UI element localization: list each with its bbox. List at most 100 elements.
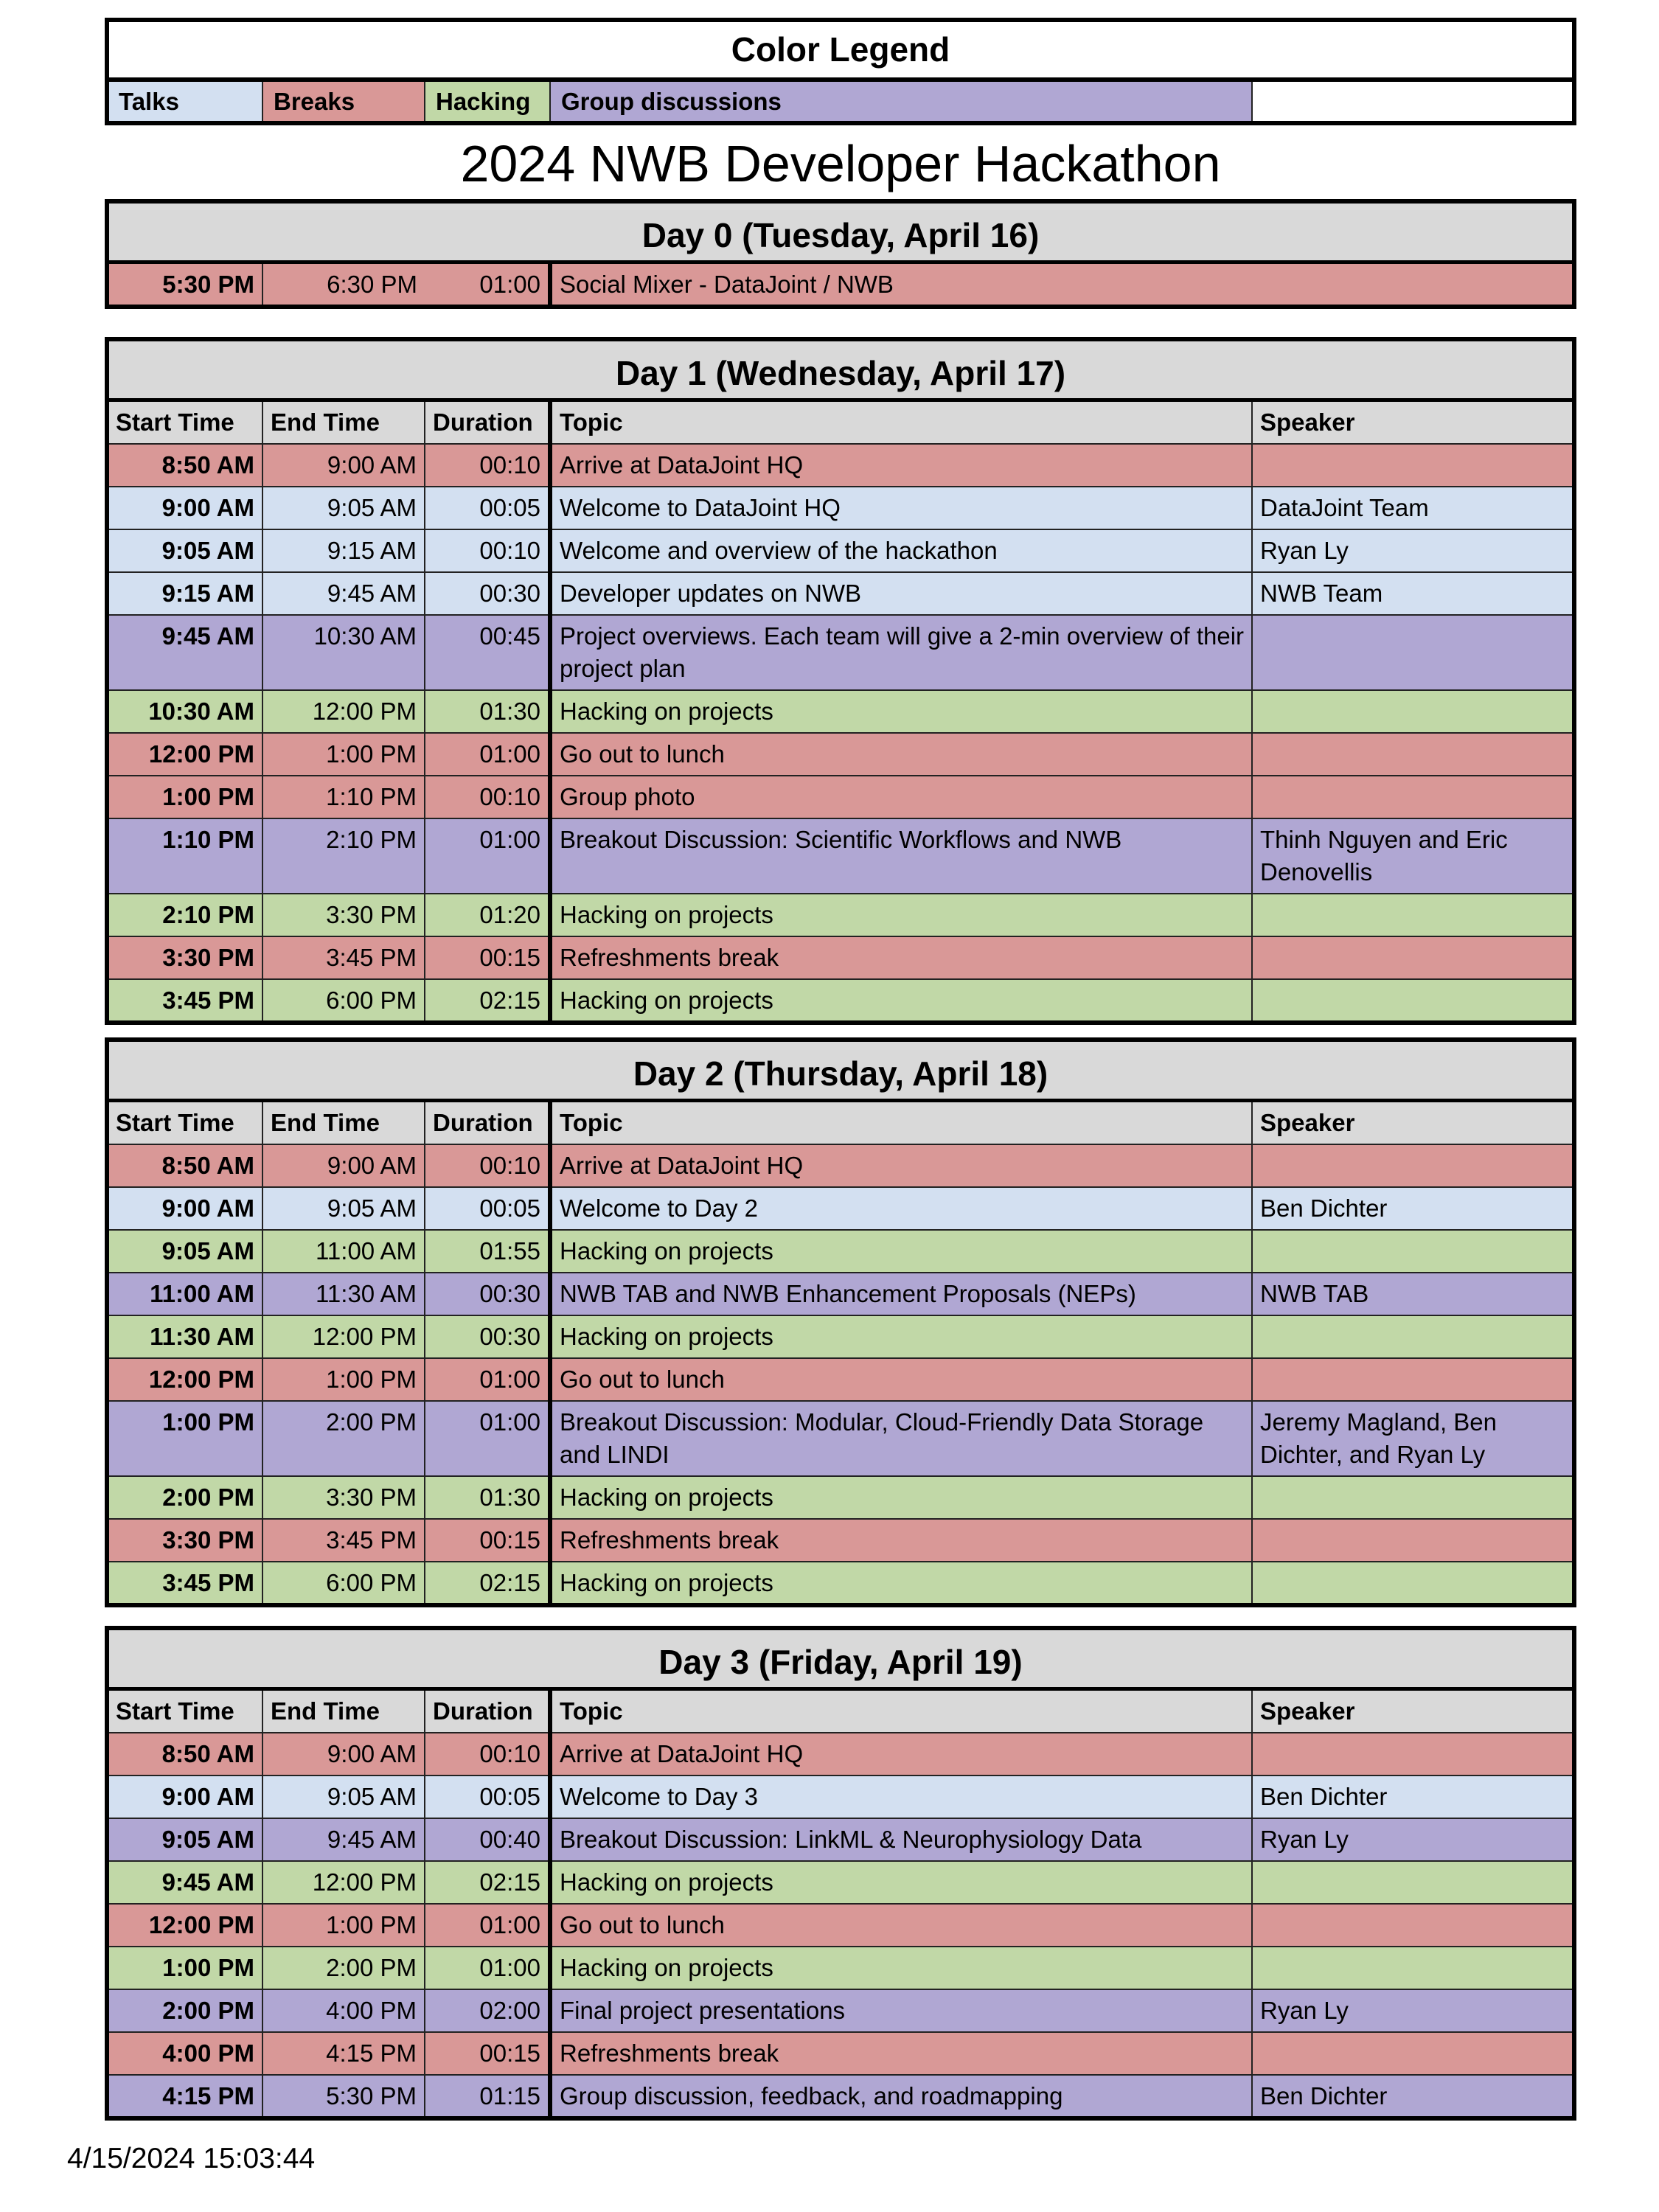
topic: Hacking on projects — [549, 1315, 1253, 1359]
start-time: 1:00 PM — [107, 775, 263, 819]
day-title: Day 2 (Thursday, April 18) — [106, 1040, 1575, 1102]
day-title: Day 1 (Wednesday, April 17) — [106, 339, 1575, 402]
end-time: 1:00 PM — [262, 1357, 425, 1402]
speaker: Ben Dichter — [1251, 1186, 1575, 1231]
schedule-row: 10:30 AM 12:00 PM 01:30 Hacking on projects — [107, 689, 1575, 734]
start-time: 2:00 PM — [107, 1989, 263, 2033]
duration: 01:00 — [425, 261, 552, 307]
start-time: 9:15 AM — [107, 571, 263, 616]
column-header: Speaker — [1251, 399, 1575, 445]
end-time: 4:15 PM — [262, 2031, 425, 2076]
legend-breaks: Breaks — [262, 79, 425, 123]
end-time: 1:00 PM — [262, 732, 425, 776]
duration: 00:05 — [424, 1186, 552, 1231]
start-time: 9:00 AM — [107, 486, 263, 530]
topic: Hacking on projects — [549, 1946, 1253, 1990]
start-time: 11:00 AM — [107, 1272, 263, 1316]
speaker: Ryan Ly — [1251, 1989, 1574, 2033]
duration: 00:05 — [424, 1775, 552, 1819]
legend-empty — [1251, 79, 1575, 123]
duration: 01:00 — [424, 1946, 552, 1990]
end-time: 6:00 PM — [262, 978, 425, 1023]
topic: Final project presentations — [549, 1989, 1253, 2033]
print-timestamp: 4/15/2024 15:03:44 — [67, 2143, 316, 2174]
duration: 01:00 — [424, 1400, 552, 1477]
speaker — [1251, 689, 1575, 734]
topic: Hacking on projects — [549, 1860, 1253, 1905]
end-time: 1:00 PM — [262, 1903, 425, 1947]
topic: Welcome to DataJoint HQ — [549, 486, 1253, 530]
start-time: 9:45 AM — [107, 1860, 263, 1905]
schedule-row: 3:45 PM 6:00 PM 02:15 Hacking on projects — [107, 1561, 1575, 1605]
schedule-row: 9:05 AM 9:15 AM 00:10 Welcome and overview … — [107, 529, 1575, 573]
start-time: 2:00 PM — [107, 1475, 263, 1520]
end-time: 3:30 PM — [262, 1475, 425, 1520]
duration: 01:20 — [424, 893, 552, 937]
end-time: 12:00 PM — [262, 689, 425, 734]
speaker — [1251, 1903, 1574, 1947]
duration: 02:15 — [424, 1860, 552, 1905]
speaker — [1251, 775, 1575, 819]
start-time: 9:05 AM — [107, 1229, 263, 1273]
start-time: 3:30 PM — [107, 936, 263, 980]
topic: Refreshments break — [549, 2031, 1253, 2076]
day-0-table: Day 0 (Tuesday, April 16) 5:30 PM 6:30 P… — [105, 199, 1576, 309]
topic: Refreshments break — [549, 936, 1253, 980]
schedule-row: 9:00 AM 9:05 AM 00:05 Welcome to Day 3 Ben D… — [107, 1775, 1574, 1819]
end-time: 5:30 PM — [262, 2074, 425, 2118]
duration: 01:30 — [424, 1475, 552, 1520]
day-title: Day 3 (Friday, April 19) — [107, 1628, 1574, 1691]
end-time: 12:00 PM — [262, 1315, 425, 1359]
speaker — [1251, 1732, 1574, 1776]
column-header-row: Start Time End Time Duration Topic Speaker — [107, 1688, 1574, 1733]
speaker — [1251, 936, 1575, 980]
topic: Hacking on projects — [549, 1561, 1253, 1605]
duration: 00:45 — [424, 614, 552, 691]
speaker — [1251, 1561, 1575, 1605]
start-time: 3:45 PM — [107, 978, 263, 1023]
duration: 00:10 — [424, 1732, 552, 1776]
column-header-row: Start Time End Time Duration Topic Speaker — [107, 1099, 1575, 1145]
end-time: 9:15 AM — [262, 529, 425, 573]
topic: Go out to lunch — [549, 732, 1253, 776]
duration: 00:40 — [424, 1818, 552, 1862]
topic: Welcome to Day 2 — [549, 1186, 1253, 1231]
start-time: 1:00 PM — [107, 1946, 263, 1990]
duration: 01:00 — [424, 818, 552, 894]
speaker: Ben Dichter — [1251, 1775, 1574, 1819]
duration: 00:30 — [424, 1315, 552, 1359]
column-header: Start Time — [107, 1688, 263, 1733]
schedule-row: 5:30 PM 6:30 PM 01:00 Social Mixer - Dat… — [107, 261, 1574, 307]
end-time: 2:10 PM — [262, 818, 425, 894]
column-header: End Time — [262, 1688, 425, 1733]
schedule-row: 12:00 PM 1:00 PM 01:00 Go out to lunch — [107, 1357, 1575, 1402]
duration: 02:15 — [424, 978, 552, 1023]
end-time: 9:00 AM — [262, 1144, 425, 1188]
speaker — [1251, 732, 1575, 776]
legend-hacking: Hacking — [424, 79, 551, 123]
end-time: 11:00 AM — [262, 1229, 425, 1273]
schedule-row: 12:00 PM 1:00 PM 01:00 Go out to lunch — [107, 732, 1575, 776]
speaker: Ryan Ly — [1251, 1818, 1574, 1862]
start-time: 12:00 PM — [107, 1357, 263, 1402]
duration: 00:30 — [424, 1272, 552, 1316]
topic: Breakout Discussion: Modular, Cloud-Frie… — [549, 1400, 1253, 1477]
topic: Arrive at DataJoint HQ — [549, 1732, 1253, 1776]
topic: Arrive at DataJoint HQ — [549, 443, 1253, 487]
duration: 01:55 — [424, 1229, 552, 1273]
start-time: 9:05 AM — [107, 1818, 263, 1862]
schedule-row: 4:00 PM 4:15 PM 00:15 Refreshments break — [107, 2031, 1574, 2076]
legend-group-discussions: Group discussions — [549, 79, 1253, 123]
start-time: 3:30 PM — [107, 1518, 263, 1562]
schedule-row: 3:30 PM 3:45 PM 00:15 Refreshments break — [107, 1518, 1575, 1562]
duration: 00:15 — [424, 2031, 552, 2076]
schedule-row: 11:30 AM 12:00 PM 00:30 Hacking on projects — [107, 1315, 1575, 1359]
schedule-row: 11:00 AM 11:30 AM 00:30 NWB TAB and NWB Enh… — [107, 1272, 1575, 1316]
start-time: 3:45 PM — [107, 1561, 263, 1605]
legend-title: Color Legend — [106, 20, 1575, 82]
column-header: Start Time — [107, 1099, 263, 1145]
column-header: End Time — [262, 1099, 425, 1145]
speaker: DataJoint Team — [1251, 486, 1575, 530]
start-time: 12:00 PM — [107, 1903, 263, 1947]
topic: Welcome to Day 3 — [549, 1775, 1253, 1819]
